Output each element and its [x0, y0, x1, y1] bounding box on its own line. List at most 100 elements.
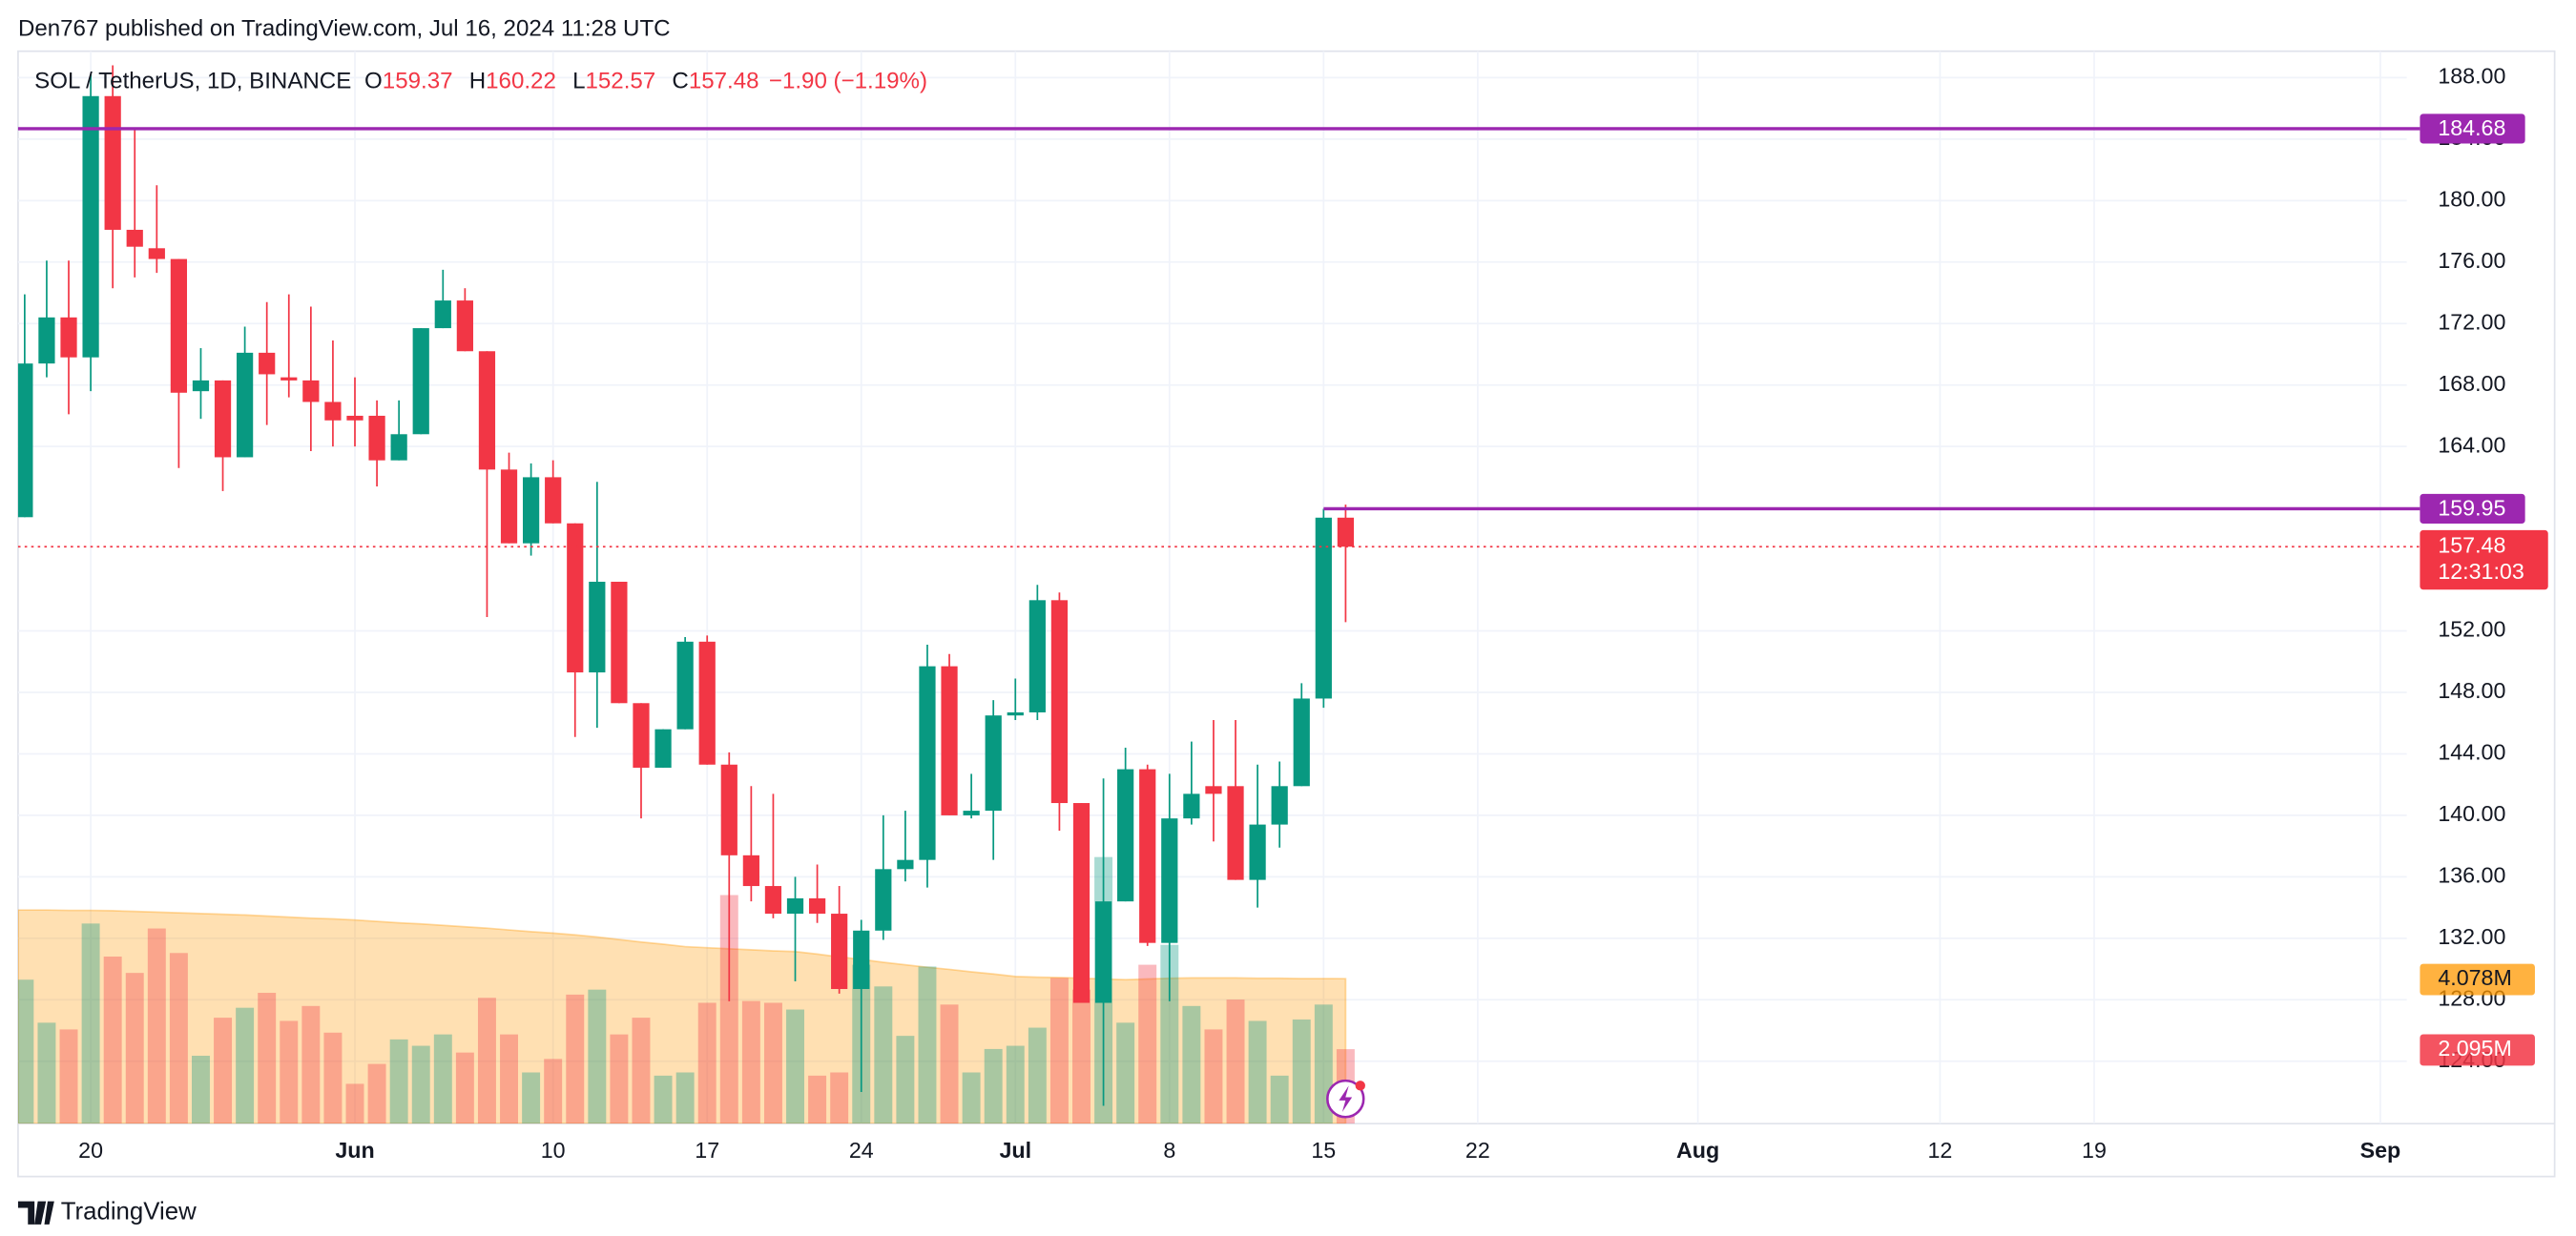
volume-bar — [17, 979, 34, 1124]
volume-bar — [1248, 1020, 1267, 1124]
volume-bar — [962, 1072, 981, 1124]
candle-body — [478, 351, 496, 470]
price-tag — [2420, 493, 2525, 525]
volume-bar — [37, 1022, 56, 1124]
volume-ma-label: 4.078M — [2438, 965, 2511, 990]
volume-ma-tag — [2420, 963, 2535, 996]
candle-body — [522, 477, 540, 544]
volume-bar — [191, 1055, 210, 1124]
grid — [17, 51, 2407, 1124]
footer-brand[interactable]: TradingView — [61, 1199, 197, 1226]
legend-key: H — [469, 69, 486, 94]
x-tick-label: 22 — [1465, 1138, 1490, 1163]
last-price-tag — [2420, 529, 2548, 590]
y-tick-label: 180.00 — [2438, 186, 2505, 211]
volume-bar — [169, 953, 188, 1124]
x-tick-label: 17 — [695, 1138, 719, 1163]
x-tick-label: Jun — [335, 1138, 374, 1163]
y-tick-label: 164.00 — [2438, 432, 2505, 457]
candle-body — [764, 886, 782, 915]
footer-logo[interactable]: TradingView — [17, 1199, 197, 1226]
candle-body — [941, 666, 958, 815]
candle-body — [390, 434, 407, 461]
price-tag-label: 159.95 — [2438, 495, 2505, 520]
volume-bar — [566, 994, 585, 1124]
volume-tag — [2420, 1034, 2535, 1066]
volume-bar — [719, 895, 738, 1124]
candle-body — [434, 300, 451, 329]
countdown: 12:31:03 — [2438, 559, 2524, 584]
volume-bar — [411, 1045, 430, 1124]
legend-key: L — [572, 69, 585, 94]
candle-body — [1117, 769, 1134, 902]
candle-body — [545, 477, 562, 524]
candle-body — [1161, 818, 1178, 943]
replay-icon[interactable] — [1326, 1079, 1365, 1119]
legend-value: 159.37 — [383, 69, 453, 94]
candle-body — [192, 380, 210, 392]
candle-body — [148, 248, 165, 259]
legend-value: 157.48 — [689, 69, 759, 94]
candle-body — [38, 317, 55, 364]
volume-bar — [830, 1072, 849, 1124]
candle-body — [237, 352, 254, 458]
candle-body — [324, 402, 342, 421]
candle-body — [919, 666, 936, 860]
volume-bar — [1270, 1075, 1289, 1124]
volume-bar — [214, 1018, 233, 1124]
volume-bar — [236, 1007, 255, 1124]
volume-bar — [1049, 978, 1069, 1124]
volume-bar — [389, 1039, 408, 1124]
volume-bar — [874, 986, 893, 1124]
x-tick-label: 24 — [849, 1138, 874, 1163]
candle-body — [104, 95, 121, 230]
candle-body — [831, 914, 848, 990]
candle-body — [60, 317, 77, 358]
candle-body — [1050, 600, 1069, 804]
y-tick-label: 132.00 — [2438, 924, 2505, 949]
candle-body — [808, 897, 826, 915]
volume-bar — [103, 957, 122, 1124]
candles — [17, 65, 1355, 1106]
volume-bar — [632, 1018, 651, 1124]
volume-bar — [741, 1000, 760, 1124]
volume-bar — [367, 1063, 386, 1124]
candle-body — [742, 855, 759, 887]
candle-body — [412, 328, 429, 435]
price-tag-label: 184.68 — [2438, 115, 2505, 140]
candle-body — [985, 715, 1002, 812]
volume-label: 2.095M — [2438, 1036, 2511, 1061]
volume-bar — [1028, 1027, 1047, 1124]
legend-value: 152.57 — [585, 69, 655, 94]
x-tick-label: Aug — [1676, 1138, 1719, 1163]
candle-body — [82, 95, 99, 358]
candle-body — [368, 415, 385, 461]
volume-bar — [654, 1075, 673, 1124]
volume-bar — [1226, 999, 1245, 1124]
candle-body — [17, 363, 33, 518]
volume-pane — [17, 856, 1355, 1124]
y-tick-label: 188.00 — [2438, 64, 2505, 89]
volume-bar — [301, 1005, 321, 1124]
volume-bar — [1138, 964, 1157, 1124]
candle-body — [963, 811, 980, 815]
candle-body — [346, 415, 364, 421]
legend-title: SOL / TetherUS, 1D, BINANCE — [34, 69, 351, 94]
volume-bar — [147, 928, 166, 1124]
candle-body — [214, 380, 232, 458]
candle-body — [1072, 803, 1091, 1003]
candle-body — [500, 469, 518, 544]
chart-frame — [17, 50, 2556, 1178]
candle-body — [1183, 793, 1200, 819]
last-price-label: 157.48 — [2438, 532, 2505, 557]
legend-change: −1.90 (−1.19%) — [769, 69, 927, 94]
y-tick-label: 168.00 — [2438, 371, 2505, 396]
legend-key: C — [672, 69, 688, 94]
candle-body — [567, 523, 584, 673]
candle-body — [1205, 786, 1222, 794]
candle-body — [1293, 698, 1310, 787]
candle-body — [302, 380, 320, 402]
